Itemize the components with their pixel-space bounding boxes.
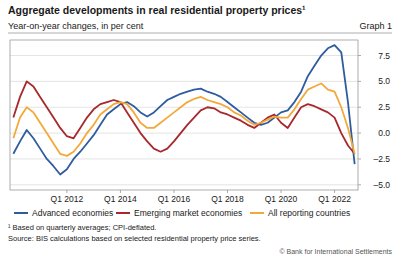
grid-line xyxy=(10,158,358,159)
y-tick xyxy=(358,133,361,134)
legend-label: Emerging market economies xyxy=(134,208,242,218)
x-tick-label: Q1 2022 xyxy=(318,194,351,204)
x-tick xyxy=(227,190,228,193)
y-tick-label: 0.0 xyxy=(378,128,390,138)
y-tick xyxy=(358,158,361,159)
series-line xyxy=(13,81,354,153)
y-tick-label: 5.0 xyxy=(378,76,390,86)
x-tick xyxy=(173,190,174,193)
y-tick xyxy=(358,107,361,108)
series-line xyxy=(13,45,354,174)
header-rule xyxy=(8,33,392,34)
x-tick-label: Q1 2012 xyxy=(51,194,84,204)
grid-line xyxy=(10,55,358,56)
legend-label: All reporting countries xyxy=(268,208,350,218)
y-tick-label: –5.0 xyxy=(373,180,390,190)
copyright: © Bank for International Settlements xyxy=(279,248,392,255)
y-tick-label: 2.5 xyxy=(378,102,390,112)
footnote: ¹ Based on quarterly averages; CPI-defla… xyxy=(8,223,156,232)
x-tick xyxy=(66,190,67,193)
plot-frame xyxy=(10,40,358,190)
x-tick-label: Q1 2018 xyxy=(211,194,244,204)
source: Source: BIS calculations based on select… xyxy=(8,234,261,243)
y-tick xyxy=(358,55,361,56)
grid-line xyxy=(10,107,358,108)
series-line xyxy=(13,83,354,155)
x-tick xyxy=(334,190,335,193)
legend-swatch xyxy=(116,212,130,214)
x-tick-label: Q1 2020 xyxy=(265,194,298,204)
series-group xyxy=(13,45,354,174)
y-tick-label: 7.5 xyxy=(378,51,390,61)
grid-line xyxy=(10,184,358,185)
x-tick-label: Q1 2014 xyxy=(104,194,137,204)
x-tick xyxy=(281,190,282,193)
graph-number: Graph 1 xyxy=(359,21,392,31)
legend-swatch xyxy=(250,212,264,214)
y-tick xyxy=(358,81,361,82)
title: Aggregate developments in real residenti… xyxy=(8,4,306,16)
chart: Aggregate developments in real residenti… xyxy=(0,0,400,259)
x-tick xyxy=(120,190,121,193)
y-tick-label: –2.5 xyxy=(373,154,390,164)
y-tick xyxy=(358,184,361,185)
grid-line xyxy=(10,133,358,134)
legend-swatch xyxy=(14,212,28,214)
legend-label: Advanced economies xyxy=(32,208,113,218)
x-tick-label: Q1 2016 xyxy=(158,194,191,204)
subtitle: Year-on-year changes, in per cent xyxy=(8,21,144,31)
